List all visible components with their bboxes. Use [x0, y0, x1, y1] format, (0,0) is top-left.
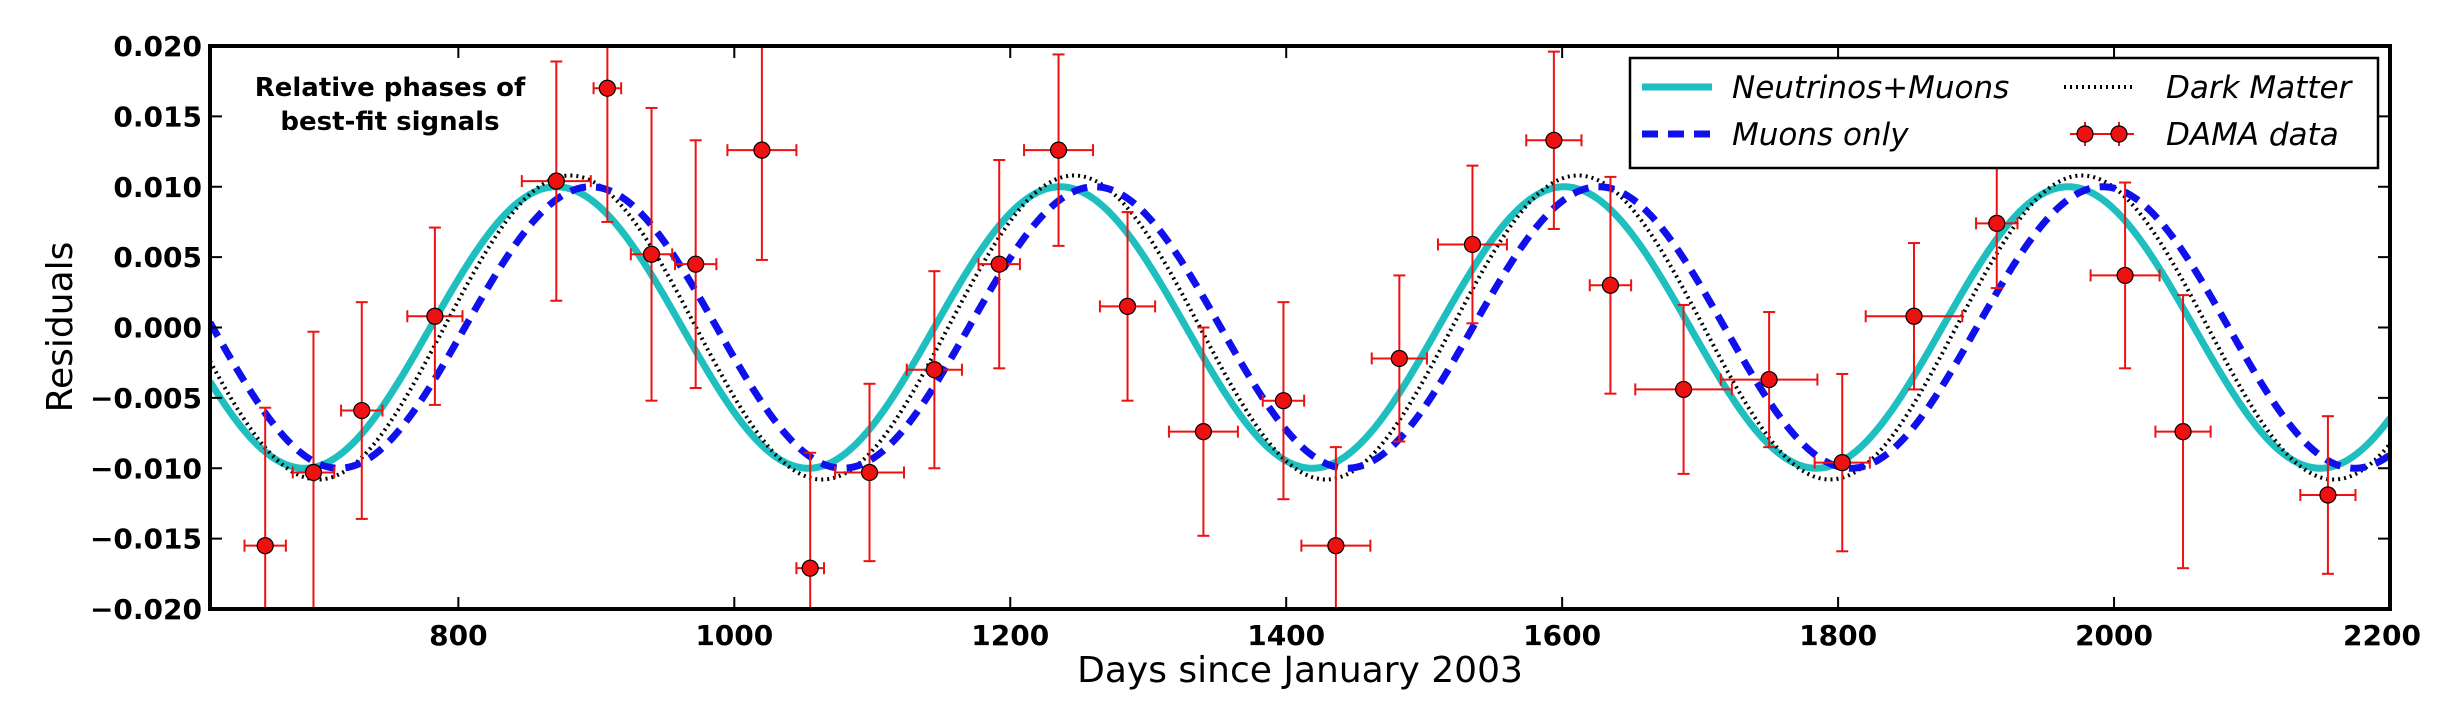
x-tick-label: 1200	[971, 619, 1049, 652]
series-line-muons-only	[210, 183, 2390, 472]
y-tick-label: −0.020	[90, 593, 202, 626]
dama-data-point	[1833, 454, 1851, 472]
legend-label-neutrinos-muons: Neutrinos+Muons	[1732, 70, 2009, 106]
dama-data-point	[304, 463, 323, 482]
y-tick-label: −0.015	[90, 523, 202, 556]
legend: Neutrinos+Muons Muons only Dark Matter D…	[1628, 56, 2380, 170]
dama-data-point	[1905, 307, 1923, 325]
dama-data-point	[687, 255, 705, 273]
dama-data-point	[426, 307, 444, 325]
dama-data-point	[1118, 297, 1137, 315]
dama-data-point	[353, 401, 371, 420]
dama-data-point	[1545, 131, 1563, 149]
dama-data-point	[1601, 276, 1620, 294]
y-tick-label: −0.010	[90, 452, 202, 485]
dama-data-point	[1327, 537, 1345, 555]
y-tick-label: 0.005	[113, 241, 202, 274]
dama-data-point	[801, 559, 819, 577]
dama-data-point	[256, 537, 274, 555]
dama-data-point	[642, 245, 661, 263]
annotation-line-2: best-fit signals	[280, 107, 499, 137]
y-tick-label: 0.015	[113, 100, 202, 133]
x-axis-label: Days since January 2003	[1077, 650, 1523, 691]
dama-data-point	[990, 255, 1008, 273]
dama-data-point	[1988, 214, 2006, 232]
dama-data-point	[547, 172, 565, 190]
legend-label-dama-data: DAMA data	[2166, 117, 2339, 153]
dama-data-point	[860, 463, 879, 482]
dama-data-point	[925, 361, 943, 379]
series-line-neutrinos-muons	[210, 183, 2390, 472]
dama-data-point	[1760, 370, 1778, 389]
x-tick-label: 2200	[2343, 619, 2421, 652]
axis-ticks: 800 1000 1200 1400 1600 1800 2000 2200 −0.020 −0.…	[90, 30, 2421, 652]
dama-data-point	[1674, 380, 1693, 399]
x-tick-label: 1400	[1247, 619, 1325, 652]
dama-data-point	[2174, 423, 2192, 441]
dama-data-point	[598, 79, 616, 97]
dama-markers	[256, 79, 2337, 577]
dama-data-point	[1274, 392, 1293, 410]
x-tick-label: 2000	[2075, 619, 2153, 652]
legend-box	[1628, 56, 2380, 170]
y-tick-label: 0.010	[113, 171, 202, 204]
legend-label-muons-only: Muons only	[1732, 117, 1909, 153]
y-tick-label: 0.020	[113, 30, 202, 63]
x-tick-label: 1800	[1799, 619, 1877, 652]
y-tick-label: −0.005	[90, 382, 202, 415]
dama-data-point	[2116, 266, 2134, 285]
dama-data-point	[1390, 349, 1408, 368]
dama-data-point	[1194, 423, 1213, 441]
x-tick-label: 1600	[1523, 619, 1601, 652]
series-curves	[210, 173, 2390, 482]
y-tick-label: 0.000	[113, 312, 202, 345]
x-tick-label: 800	[429, 619, 487, 652]
dama-data-point	[753, 141, 771, 159]
legend-swatch-dama-data	[2070, 122, 2134, 146]
dama-data-point	[1049, 141, 1068, 159]
y-axis-label: Residuals	[40, 242, 81, 413]
x-tick-label: 1000	[695, 619, 773, 652]
annotation-line-1: Relative phases of	[255, 73, 526, 103]
dama-data-point	[2319, 486, 2337, 504]
legend-label-dark-matter: Dark Matter	[2166, 70, 2354, 106]
dama-data-point	[1463, 235, 1482, 254]
